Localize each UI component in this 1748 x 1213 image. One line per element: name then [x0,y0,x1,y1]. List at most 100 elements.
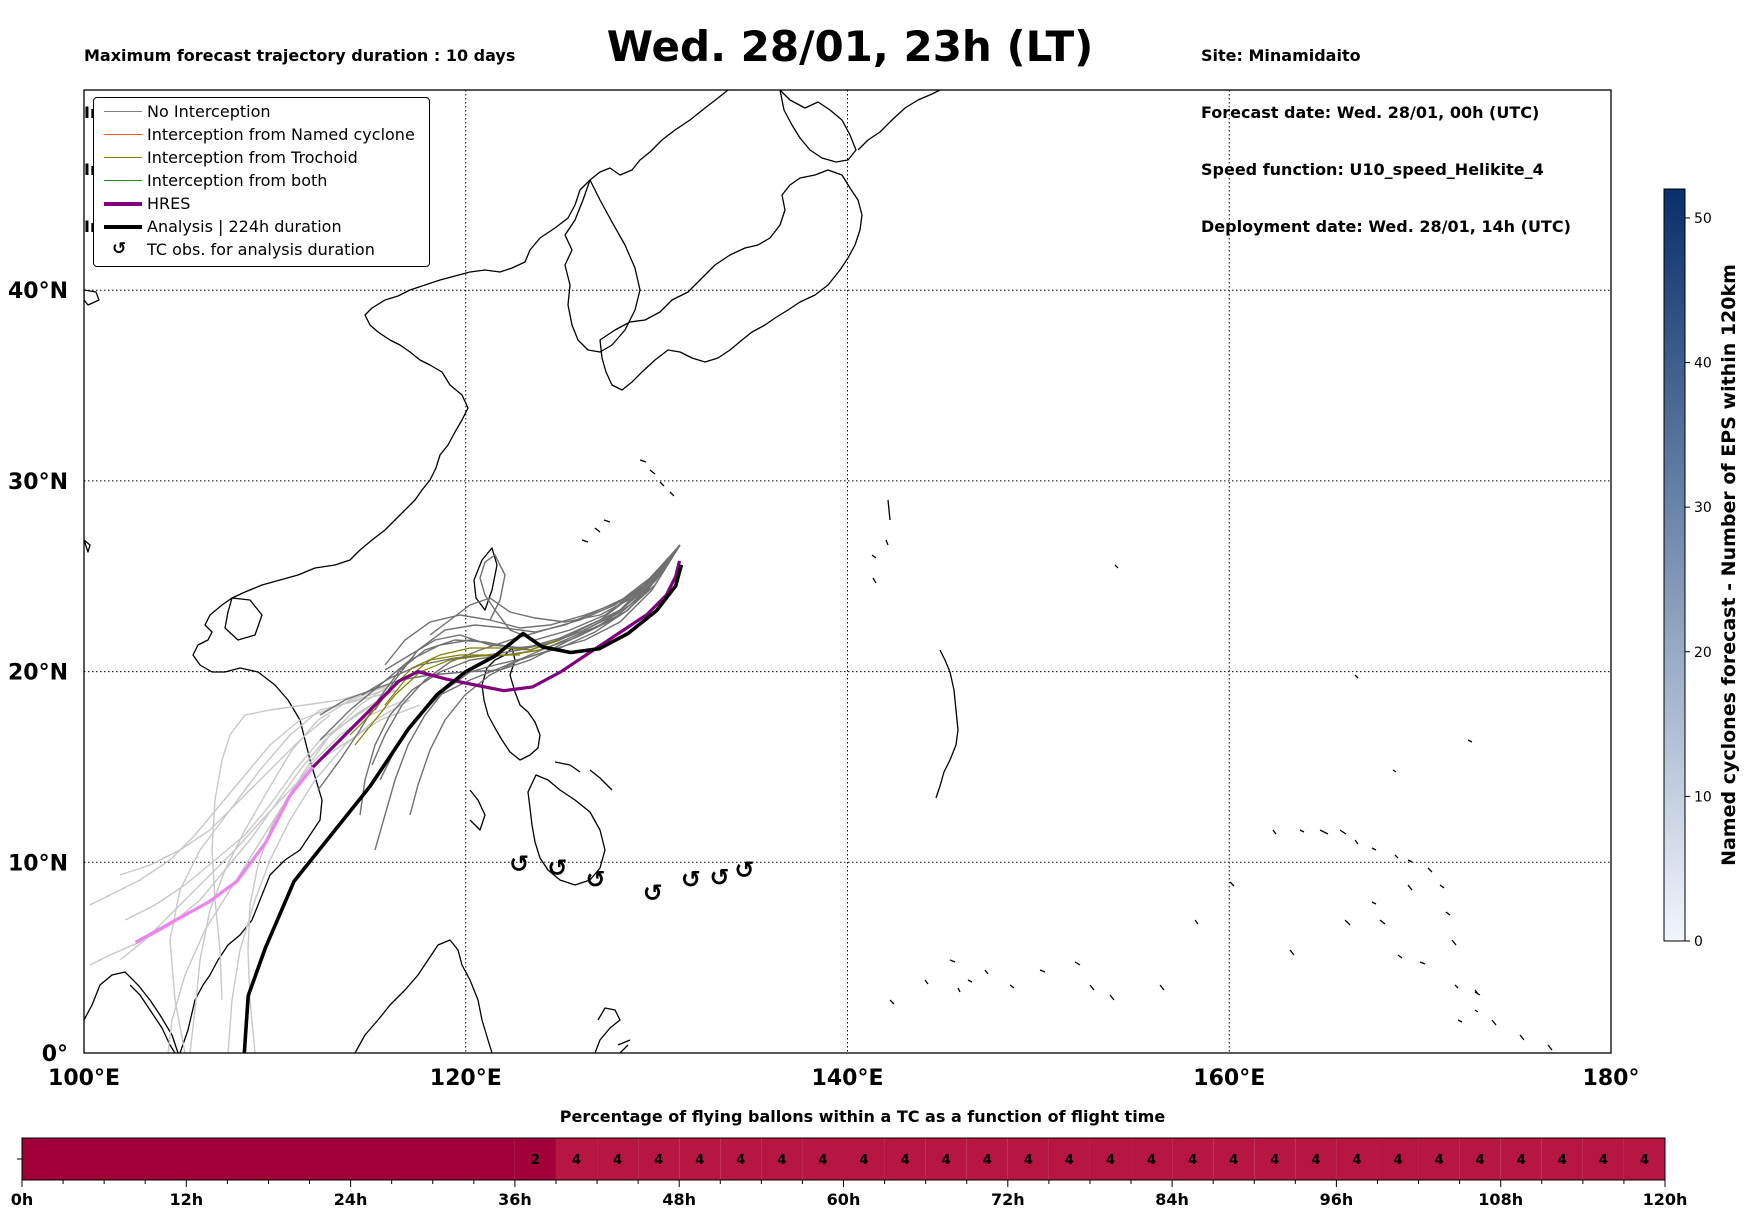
legend-item-tc-obs: ↺ TC obs. for analysis duration [94,239,429,261]
cyclone-symbol-icon: ↺ [509,850,529,878]
colorbar-tick-label: 50 [1694,211,1712,227]
bar-cell [514,1138,556,1180]
bar-cell [1048,1138,1090,1180]
bar-tick-label: 84h [1155,1190,1189,1209]
lat-tick-label: 40°N [8,279,68,304]
colorbar-tick-label: 20 [1694,645,1712,661]
bar-tick-label: 36h [498,1190,532,1209]
bar-cell [1541,1138,1583,1180]
lat-tick-label: 20°N [8,661,68,686]
colorbar-tick-label: 40 [1694,356,1712,372]
legend-item-named-cyclone: Interception from Named cyclone [94,124,429,146]
bar-cell [1007,1138,1049,1180]
bar-cell [966,1138,1008,1180]
bar-cell-value: 4 [1188,1153,1197,1168]
map-gridlines [84,90,1611,1053]
bar-cell [1500,1138,1542,1180]
bar-cell-value: 4 [818,1153,827,1168]
bar-cell [1377,1138,1419,1180]
bar-cell-value: 4 [1024,1153,1033,1168]
legend-label: No Interception [147,102,271,121]
bar-cell [1582,1138,1624,1180]
bar-cell-value: 4 [942,1153,951,1168]
lat-tick-label: 0° [42,1042,68,1067]
bar-cell-value: 4 [654,1153,663,1168]
bar-cell-value: 4 [1435,1153,1444,1168]
bar-cell-value: 4 [695,1153,704,1168]
bar-cell-value: 4 [1311,1153,1320,1168]
bar-cell-value: 4 [1517,1153,1526,1168]
bar-tick-label: 48h [662,1190,696,1209]
bar-title: Percentage of flying ballons within a TC… [559,1107,1166,1126]
bar-cell-value: 4 [860,1153,869,1168]
colorbar-tick-label: 0 [1694,934,1703,950]
bar-cell [1418,1138,1460,1180]
bar-cell [1089,1138,1132,1180]
bar-cell [1336,1138,1378,1180]
legend-swatch [104,225,142,229]
bar-tick-label: 108h [1478,1190,1523,1209]
bar-cell-value: 4 [777,1153,786,1168]
bar-cell [720,1138,762,1180]
legend-swatch [104,111,142,112]
lon-tick-label: 160°E [1193,1066,1265,1091]
legend-label: Interception from both [147,171,328,190]
bar-cell-value: 2 [531,1153,540,1168]
bar-cell [1295,1138,1337,1180]
legend-item-no-interception: No Interception [94,101,429,123]
bar-cell-value: 4 [1558,1153,1567,1168]
lon-tick-label: 120°E [430,1066,502,1091]
bar-cell [1459,1138,1501,1180]
legend-item-trochoid: Interception from Trochoid [94,147,429,169]
cyclone-symbol-icon: ↺ [734,856,754,884]
site-info: Site: Minamidaito Forecast date: Wed. 28… [1201,8,1571,255]
map-legend: No Interception Interception from Named … [93,97,430,267]
bar-cell [1131,1138,1173,1180]
longitude-labels: 100°E 120°E 140°E 160°E 180° [48,1066,1639,1091]
page-title: Wed. 28/01, 23h (LT) [606,22,1094,71]
bar-tick-label: 120h [1643,1190,1688,1209]
legend-item-analysis: Analysis | 224h duration [94,216,429,238]
legend-swatch [104,157,142,158]
bar-cell-value: 4 [1229,1153,1238,1168]
lon-tick-label: 140°E [812,1066,884,1091]
bar-cell [1172,1138,1214,1180]
cyclone-symbol-icon: ↺ [547,854,567,882]
bar-cell [1254,1138,1296,1180]
coastlines [84,90,1553,1053]
lon-tick-label: 100°E [48,1066,120,1091]
bar-cell [843,1138,885,1180]
hres-track [311,560,682,769]
bar-cell [679,1138,721,1180]
legend-label: HRES [147,194,191,213]
bar-cell-value: 4 [572,1153,581,1168]
lon-tick-label: 180° [1583,1066,1640,1091]
bar-cell-value: 4 [1352,1153,1361,1168]
bar-cell-value: 4 [1270,1153,1279,1168]
cyclone-symbol-icon: ↺ [643,879,663,907]
bar-cell-value: 4 [1476,1153,1485,1168]
legend-swatch [104,180,142,181]
hres-track-extension [134,765,315,944]
bar-cell-value: 4 [613,1153,622,1168]
ensemble-tracks-light [89,684,421,1053]
colorbar-title: Named cyclones forecast - Number of EPS … [1718,264,1740,866]
bar-tick-label: 12h [169,1190,203,1209]
param-line: Maximum forecast trajectory duration : 1… [84,46,516,65]
analysis-track [242,564,684,1053]
site-line: Deployment date: Wed. 28/01, 14h (UTC) [1201,217,1571,236]
legend-label: Analysis | 224h duration [147,217,342,236]
tc-observations: ↺ ↺ ↺ ↺ ↺ ↺ ↺ [509,850,754,907]
colorbar-tick-label: 30 [1694,500,1712,516]
bar-cell [597,1138,639,1180]
bar-cell [802,1138,844,1180]
lat-tick-label: 10°N [8,851,68,876]
bar-cell [555,1138,598,1180]
cyclone-symbol-icon: ↺ [681,865,701,893]
legend-swatch [104,202,142,206]
bar-cell-value: 4 [1065,1153,1074,1168]
bar-cell [761,1138,803,1180]
bar-cell [1623,1138,1665,1180]
site-line: Speed function: U10_speed_Helikite_4 [1201,160,1544,179]
